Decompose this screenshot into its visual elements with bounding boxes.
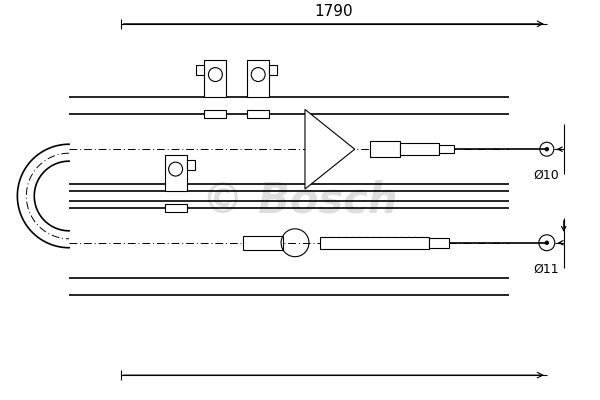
Bar [164, 155, 187, 191]
Bar [196, 65, 205, 74]
Bar [439, 145, 454, 153]
Bar [247, 110, 269, 118]
Bar [243, 236, 283, 250]
Circle shape [545, 241, 548, 244]
Bar [269, 65, 277, 74]
Bar [400, 143, 439, 155]
Bar [370, 141, 400, 157]
Circle shape [545, 148, 548, 151]
Text: Ø11: Ø11 [533, 263, 559, 276]
Bar [205, 60, 226, 98]
Bar [430, 238, 449, 248]
Bar [320, 237, 430, 249]
Text: Ø10: Ø10 [533, 169, 559, 182]
Text: © Bosch: © Bosch [202, 180, 398, 222]
Bar [205, 110, 226, 118]
Polygon shape [305, 109, 355, 189]
Bar [164, 204, 187, 212]
Bar [247, 60, 269, 98]
Bar [187, 160, 194, 170]
Text: 1790: 1790 [314, 4, 353, 19]
